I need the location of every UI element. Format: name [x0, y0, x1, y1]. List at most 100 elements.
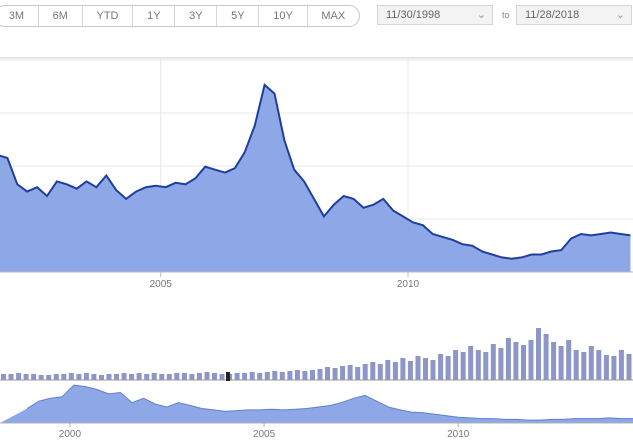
navigator-x-axis: 2000 2005 2010 [59, 423, 470, 440]
to-label: to [502, 10, 510, 20]
from-date-value: 11/30/1998 [386, 9, 441, 21]
navigator-tick-label: 2000 [59, 429, 82, 440]
volume-bar [415, 356, 421, 380]
volume-bar [325, 367, 330, 380]
volume-bar [453, 350, 459, 380]
from-date-input[interactable]: 11/30/1998 ⌄ [377, 5, 493, 25]
navigator-handle[interactable] [226, 372, 230, 381]
navigator-tick-label: 2010 [447, 429, 470, 440]
volume-bar [558, 346, 564, 380]
main-area-fill [0, 84, 631, 272]
navigator-tick-label: 2005 [253, 429, 276, 440]
volume-bar [166, 374, 172, 380]
volume-bar [23, 374, 29, 380]
range-button-ytd[interactable]: YTD [83, 6, 134, 26]
range-button-5y[interactable]: 5Y [217, 6, 260, 26]
volume-bar [31, 374, 37, 380]
volume-bar [189, 374, 195, 380]
volume-bar [611, 356, 617, 380]
volume-bar [618, 350, 624, 380]
volume-bar [294, 370, 300, 380]
volume-bar [151, 373, 157, 380]
volume-bar [588, 346, 594, 380]
volume-bar [53, 374, 59, 380]
range-button-3m[interactable]: 3M [0, 6, 39, 26]
volume-bar [279, 372, 285, 380]
volume-bar [483, 352, 489, 380]
volume-bar [287, 371, 293, 380]
volume-bar [249, 372, 255, 380]
chevron-down-icon[interactable]: ⌄ [476, 9, 486, 21]
range-button-1y[interactable]: 1Y [133, 6, 176, 26]
volume-bar [264, 372, 270, 380]
volume-bar [445, 356, 451, 380]
main-tick-label: 2005 [150, 279, 173, 290]
volume-bar [626, 354, 632, 380]
volume-bar [332, 368, 338, 380]
volume-bar [551, 342, 557, 380]
range-button-max[interactable]: MAX [321, 10, 346, 22]
volume-bar [8, 374, 14, 380]
volume-bar [242, 373, 248, 380]
range-button-10y[interactable]: 10Y [259, 6, 308, 26]
volume-bar [438, 354, 444, 380]
volume-bar [76, 374, 82, 380]
volume-bar [46, 375, 52, 380]
volume-bar [91, 374, 97, 380]
volume-bar [498, 348, 504, 380]
volume-bar [603, 355, 609, 380]
volume-bar [310, 370, 315, 380]
volume-bar [136, 373, 142, 380]
volume-bar [106, 374, 112, 380]
volume-bar [68, 373, 74, 380]
volume-bar [513, 342, 519, 380]
volume-bar [566, 340, 572, 380]
volume-bar [272, 371, 278, 380]
volume-bar [370, 362, 376, 380]
volume-bar [521, 345, 526, 380]
volume-bar [468, 346, 474, 380]
volume-bar [212, 373, 217, 380]
volume-bar [377, 364, 383, 380]
volume-bar [121, 373, 127, 380]
volume-bar [83, 373, 89, 380]
volume-bar [99, 375, 104, 380]
range-selector: 3M 6M YTD 1Y 3Y 5Y 10Y MAX [0, 5, 360, 27]
volume-bar [423, 358, 428, 380]
to-date-value: 11/28/2018 [525, 9, 580, 21]
volume-bar [38, 375, 44, 380]
volume-bar [460, 352, 466, 380]
volume-bar [400, 358, 406, 380]
volume-bar [475, 350, 481, 380]
navigator-line [26, 384, 633, 421]
volume-bar [317, 369, 323, 380]
range-button-6m[interactable]: 6M [39, 6, 83, 26]
to-date-input[interactable]: 11/28/2018 ⌄ [516, 5, 632, 25]
volume-bar [362, 364, 368, 380]
navigator-area[interactable] [0, 385, 633, 423]
volume-bar [159, 374, 165, 380]
volume-bar [1, 374, 6, 380]
chevron-down-icon[interactable]: ⌄ [615, 9, 625, 21]
volume-bars [1, 328, 632, 380]
main-series-line [0, 83, 631, 260]
range-button-3y[interactable]: 3Y [175, 6, 218, 26]
volume-bar [581, 352, 587, 380]
volume-bar [302, 371, 308, 380]
volume-bar [196, 373, 202, 380]
volume-bar [407, 361, 413, 380]
volume-bar [16, 373, 22, 380]
volume-bar [490, 344, 496, 380]
volume-bar [114, 374, 119, 380]
volume-bar [536, 328, 541, 380]
volume-bar [543, 334, 549, 380]
volume-bar [573, 350, 579, 380]
volume-bar [385, 360, 391, 380]
main-x-axis: 2005 2010 [0, 271, 633, 290]
volume-bar [61, 374, 67, 380]
volume-bar [347, 365, 353, 380]
volume-bar [430, 360, 436, 380]
volume-bar [129, 374, 135, 380]
volume-bar [505, 338, 511, 380]
